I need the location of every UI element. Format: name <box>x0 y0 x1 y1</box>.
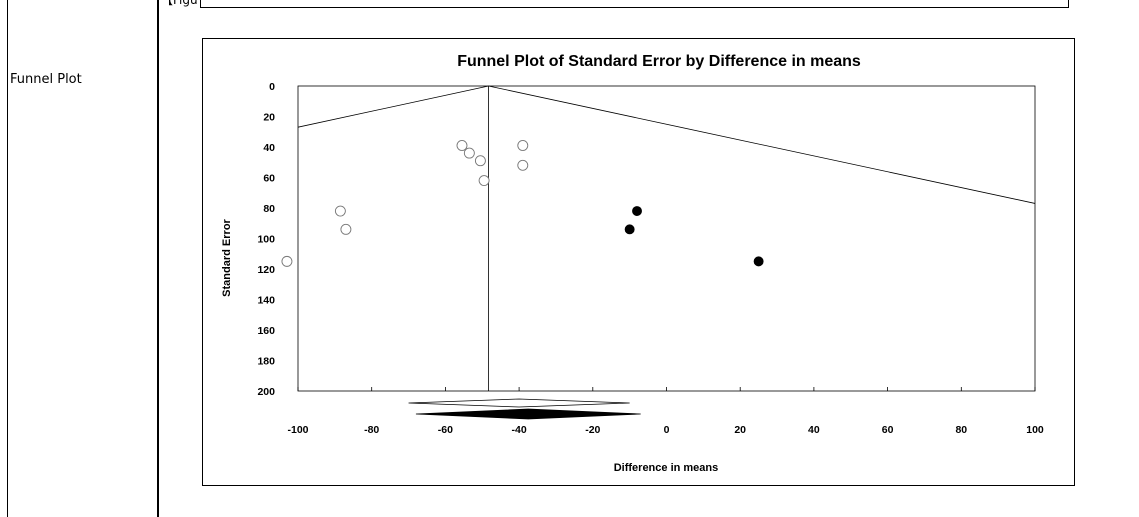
y-tick-label: 200 <box>257 386 275 398</box>
x-tick-label: -60 <box>438 424 453 436</box>
funnel-lines <box>298 86 1035 391</box>
data-point-filled <box>754 257 763 266</box>
data-point-open <box>475 156 485 166</box>
y-tick-label: 80 <box>263 203 275 215</box>
y-tick-label: 180 <box>257 356 275 368</box>
summary-diamond-filled <box>416 409 641 419</box>
y-tick-label: 100 <box>257 234 275 246</box>
data-point-open <box>479 176 489 186</box>
summary-diamond-open <box>409 399 630 407</box>
data-points <box>282 140 763 266</box>
data-point-filled <box>625 225 634 234</box>
x-tick-label: -100 <box>287 424 308 436</box>
x-tick-label: -40 <box>512 424 527 436</box>
data-point-open <box>282 256 292 266</box>
funnel-plot-chart: Funnel Plot of Standard Error by Differe… <box>202 38 1075 486</box>
funnel-right-line <box>489 86 1035 203</box>
x-tick-label: 40 <box>808 424 820 436</box>
y-tick-label: 140 <box>257 295 275 307</box>
x-tick-label: 0 <box>664 424 670 436</box>
data-point-open <box>341 224 351 234</box>
plot-area <box>298 86 1035 391</box>
y-tick-label: 40 <box>263 142 275 154</box>
x-tick-label: 100 <box>1026 424 1044 436</box>
chart-title: Funnel Plot of Standard Error by Differe… <box>457 53 861 70</box>
table-left-border <box>7 0 8 517</box>
funnel-left-line <box>298 86 489 127</box>
data-point-open <box>518 140 528 150</box>
x-tick-label: 60 <box>882 424 894 436</box>
y-tick-label: 20 <box>263 112 275 124</box>
data-point-filled <box>633 207 642 216</box>
summary-diamonds <box>409 399 641 419</box>
chart-canvas: Funnel Plot of Standard Error by Differe… <box>203 39 1074 485</box>
x-axis-title: Difference in means <box>614 462 719 474</box>
y-tick-label: 120 <box>257 264 275 276</box>
x-tick-label: 80 <box>955 424 967 436</box>
x-tick-label: -80 <box>364 424 379 436</box>
data-point-open <box>518 160 528 170</box>
y-tick-label: 160 <box>257 325 275 337</box>
x-tick-label: 20 <box>734 424 746 436</box>
row-label: Funnel Plot <box>10 72 82 87</box>
y-axis-title: Standard Error <box>221 218 233 296</box>
caption-box <box>200 0 1069 8</box>
data-point-open <box>335 206 345 216</box>
data-point-open <box>457 140 467 150</box>
x-tick-label: -20 <box>585 424 600 436</box>
y-tick-label: 0 <box>269 81 275 93</box>
table-column-divider <box>157 0 159 517</box>
y-tick-label: 60 <box>263 173 275 185</box>
figure-caption: 【Figu <box>159 0 200 8</box>
data-point-open <box>464 148 474 158</box>
